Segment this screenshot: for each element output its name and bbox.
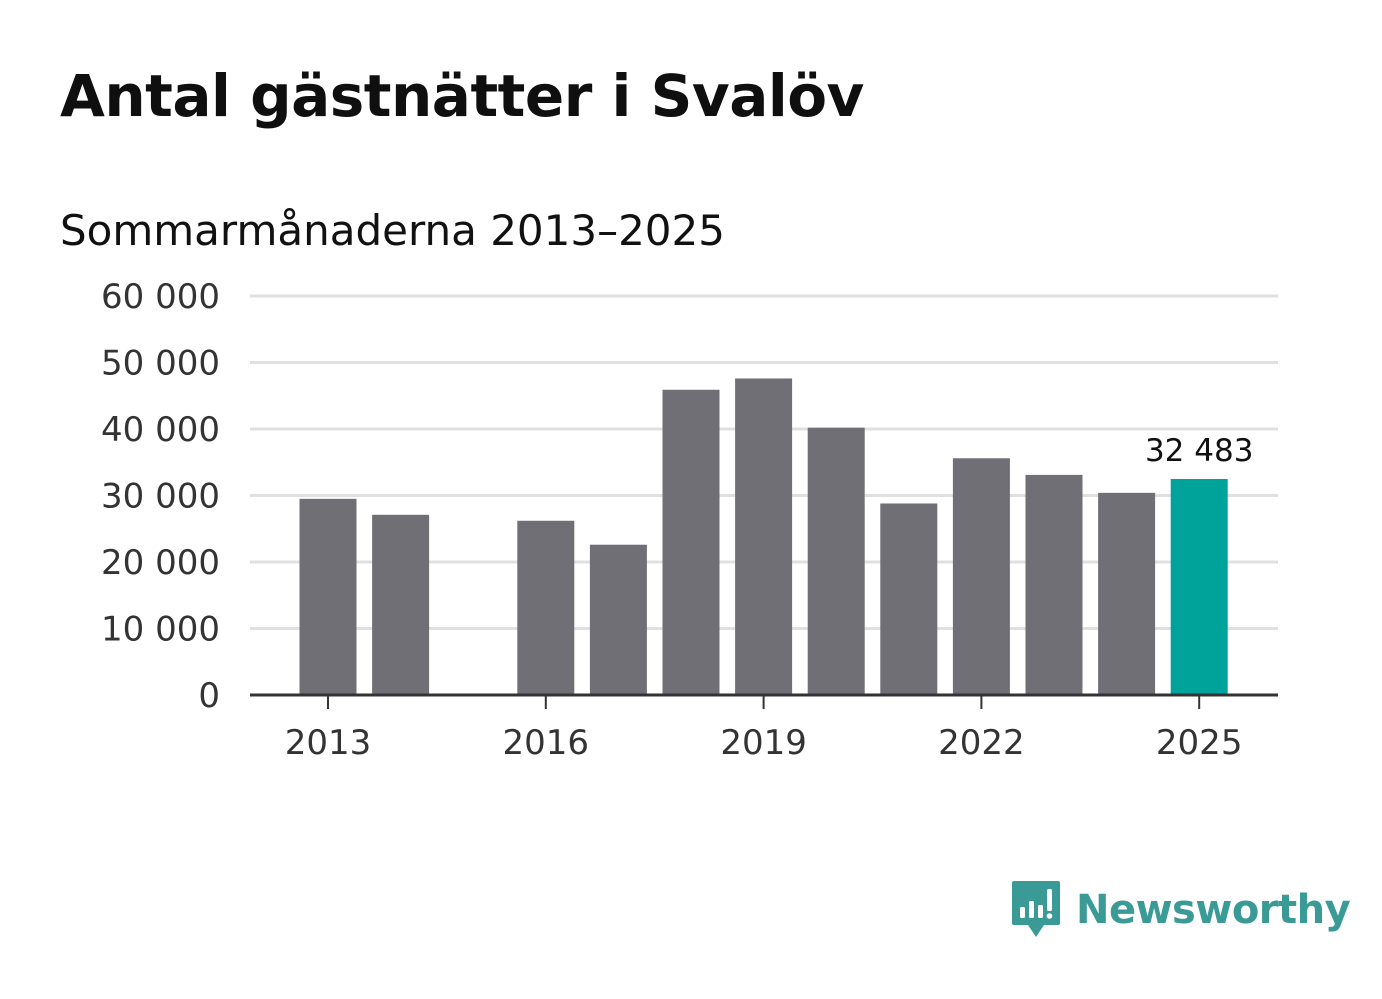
brand-name: Newsworthy: [1076, 887, 1351, 933]
chart-title: Antal gästnätter i Svalöv: [60, 62, 864, 130]
bar: [807, 427, 865, 695]
chart-subtitle: Sommarmånaderna 2013–2025: [60, 206, 725, 255]
bar: [299, 498, 357, 695]
chart-bubble-icon: [1012, 881, 1060, 937]
y-tick-label: 60 000: [101, 277, 220, 317]
bar: [1098, 492, 1156, 695]
y-tick-label: 10 000: [101, 610, 220, 650]
bar: [735, 378, 793, 695]
x-tick-label: 2013: [285, 723, 372, 763]
bar: [372, 514, 430, 695]
bar: [1025, 474, 1083, 695]
y-tick-label: 50 000: [101, 344, 220, 384]
data-label: 32 483: [1145, 433, 1253, 469]
bar: [517, 520, 575, 695]
x-tick-label: 2016: [503, 723, 590, 763]
bar: [589, 544, 647, 695]
brand-logo: Newsworthy: [1010, 878, 1351, 942]
y-tick-label: 20 000: [101, 543, 220, 583]
bar: [662, 389, 720, 695]
bar: [880, 503, 938, 695]
bar: [1170, 478, 1228, 695]
x-tick-label: 2019: [720, 723, 807, 763]
y-tick-label: 40 000: [101, 410, 220, 450]
x-tick-label: 2025: [1156, 723, 1243, 763]
y-tick-label: 0: [198, 676, 220, 716]
y-tick-label: 30 000: [101, 477, 220, 517]
bar: [952, 458, 1010, 695]
x-tick-label: 2022: [938, 723, 1025, 763]
